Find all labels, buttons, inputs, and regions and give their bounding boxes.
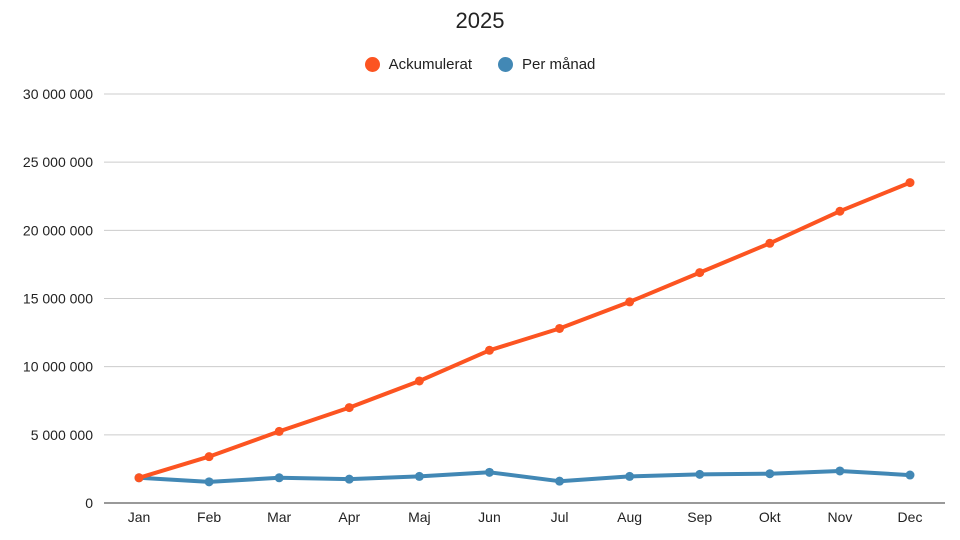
- legend-swatch-per-manad: [498, 57, 513, 72]
- x-tick-label: Aug: [617, 509, 642, 525]
- data-point-ackumulerat[interactable]: [765, 238, 775, 248]
- x-tick-label: Jan: [128, 509, 151, 525]
- x-tick-label: Jun: [478, 509, 501, 525]
- data-point-per-manad[interactable]: [204, 477, 214, 487]
- x-tick-label: Maj: [408, 509, 431, 525]
- data-point-per-manad[interactable]: [344, 474, 354, 484]
- x-tick-label: Nov: [827, 509, 852, 525]
- x-tick-label: Mar: [267, 509, 291, 525]
- y-tick-label: 10 000 000: [23, 359, 93, 375]
- data-point-ackumulerat[interactable]: [344, 403, 354, 413]
- series-group: [134, 178, 915, 487]
- data-point-per-manad[interactable]: [484, 467, 494, 477]
- data-point-per-manad[interactable]: [695, 469, 705, 479]
- data-point-per-manad[interactable]: [555, 476, 565, 486]
- y-tick-label: 30 000 000: [23, 86, 93, 102]
- data-point-ackumulerat[interactable]: [134, 473, 144, 483]
- legend-swatch-ackumulerat: [364, 57, 380, 72]
- y-tick-label: 20 000 000: [23, 222, 93, 238]
- data-point-per-manad[interactable]: [835, 466, 845, 476]
- gridlines: [104, 93, 945, 504]
- y-tick-label: 15 000 000: [23, 291, 93, 307]
- data-point-ackumulerat[interactable]: [625, 297, 635, 307]
- data-point-ackumulerat[interactable]: [835, 206, 845, 216]
- legend-item-per-manad[interactable]: Per månad: [498, 56, 595, 73]
- legend-label-per-manad: Per månad: [522, 56, 596, 73]
- x-tick-label: Okt: [759, 509, 781, 525]
- legend-label-ackumulerat: Ackumulerat: [388, 56, 472, 73]
- data-point-ackumulerat[interactable]: [414, 376, 424, 386]
- x-tick-label: Sep: [687, 509, 712, 525]
- data-point-per-manad[interactable]: [274, 473, 284, 483]
- data-point-ackumulerat[interactable]: [905, 178, 915, 188]
- legend: Ackumulerat Per månad: [0, 56, 960, 73]
- x-tick-label: Jul: [551, 509, 569, 525]
- x-tick-label: Dec: [898, 509, 923, 525]
- y-tick-label: 25 000 000: [23, 154, 93, 170]
- legend-item-ackumulerat[interactable]: Ackumulerat: [364, 56, 472, 73]
- x-tick-label: Apr: [338, 509, 360, 525]
- data-point-ackumulerat[interactable]: [274, 426, 284, 436]
- data-point-per-manad[interactable]: [414, 471, 424, 481]
- data-point-per-manad[interactable]: [765, 469, 775, 479]
- series-line-per-manad: [137, 469, 912, 484]
- data-point-ackumulerat[interactable]: [555, 323, 565, 333]
- data-point-ackumulerat[interactable]: [204, 452, 214, 462]
- y-tick-label: 0: [85, 495, 93, 511]
- data-point-ackumulerat[interactable]: [695, 268, 705, 278]
- y-tick-label: 5 000 000: [31, 427, 93, 443]
- data-point-per-manad[interactable]: [625, 471, 635, 481]
- data-point-ackumulerat[interactable]: [484, 345, 494, 355]
- x-axis-ticks: Jan Feb Mar Apr Maj Jun Jul Aug Sep Okt Nov Dec: [128, 509, 923, 525]
- chart-title: 2025: [455, 8, 505, 33]
- data-point-per-manad[interactable]: [905, 470, 915, 480]
- y-axis-ticks: 0 5 000 000 10 000 000 15 000 000 20 000 000…: [23, 86, 93, 511]
- series-line-ackumulerat: [137, 180, 912, 480]
- x-tick-label: Feb: [197, 509, 221, 525]
